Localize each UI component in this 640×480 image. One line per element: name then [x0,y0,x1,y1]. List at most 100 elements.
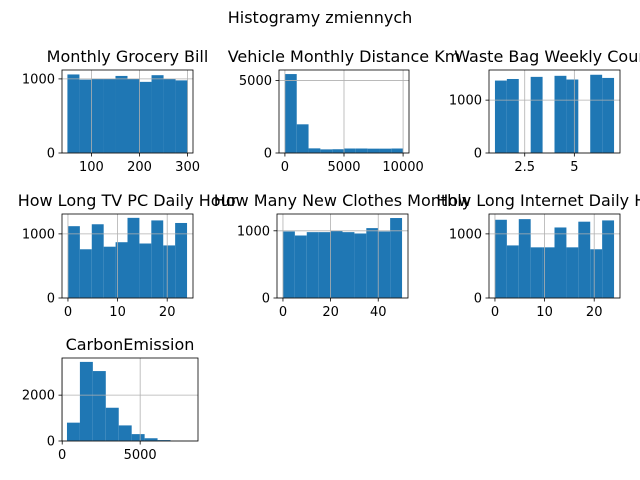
histogram-bar [518,219,531,298]
histogram-bar [139,81,152,153]
histogram-bar [578,221,591,298]
subplot-3: 2.5 5 0 1000 Waste Bag Weekly Count [449,47,640,175]
histogram-bar [344,148,356,153]
x-tick-label: 2.5 [514,160,535,175]
histogram-bar [554,75,567,153]
x-tick-label: 10 [109,305,126,320]
histogram-bar [366,228,379,298]
y-tick-label: 0 [264,147,272,162]
histogram-bar [66,422,80,441]
y-tick-label: 0 [474,292,482,307]
histogram-bar [355,148,368,153]
histogram-bar [554,227,567,298]
x-tick-label: 10 [536,305,553,320]
histogram-bar [318,232,331,298]
histogram-bar [105,407,119,441]
histogram-bar [542,247,555,298]
histogram-bar [506,245,519,298]
histogram-bar [367,148,380,153]
histogram-bar [91,78,104,153]
x-tick-label: 0 [279,305,287,320]
y-tick-label: 1000 [237,224,270,239]
x-tick-label: 0 [491,305,499,320]
y-tick-label: 1000 [449,227,482,242]
histogram-bar [342,232,355,298]
histogram-bar [163,78,176,153]
histogram-bar [163,245,176,298]
histogram-bar [332,149,344,153]
histogram-bar [92,371,106,441]
x-tick-label: 300 [175,160,200,175]
histogram-bar [602,220,615,298]
histogram-bar [378,231,391,298]
histogram-bar [175,80,188,154]
histogram-bar [506,78,519,153]
histogram-bar [103,246,116,298]
subplot-title: Waste Bag Weekly Count [454,47,640,66]
x-tick-label: 5000 [124,448,157,463]
histogram-bar [391,148,404,153]
axes-frame [61,357,199,442]
histogram-bar [566,79,579,153]
histogram-bar [530,247,543,298]
histogram-bar [151,220,164,298]
histogram-bar [354,233,367,298]
histogram-bar [79,79,92,153]
histogram-bar [294,235,307,298]
x-tick-label: 0 [64,305,72,320]
x-tick-label: 5 [570,160,578,175]
y-tick-label: 1000 [22,72,55,87]
histogram-bar [67,226,80,298]
x-tick-label: 40 [370,305,387,320]
histogram-bar [157,440,171,441]
subplot-title: Vehicle Monthly Distance Km [228,47,461,66]
histogram-bar [127,217,140,298]
x-tick-label: 100 [79,160,104,175]
histogram-bar [115,242,128,298]
x-tick-label: 20 [322,305,339,320]
histogram-bar [590,74,603,153]
histogram-bar [284,74,297,153]
x-tick-label: 0 [58,448,66,463]
histogram-bar [282,231,295,298]
subplot-4: 0 10 20 0 1000 How Long TV PC Daily Hour [18,191,238,320]
y-tick-label: 0 [47,147,55,162]
x-tick-label: 20 [159,305,176,320]
axes-frame [61,213,194,299]
subplot-5: 0 20 40 0 1000 How Many New Clothes Monthly [214,191,471,320]
subplot-6: 0 10 20 0 1000 How Long Internet Daily Hour [436,191,640,320]
subplot-2: 0 5000 10000 0 5000 Vehicle Monthly Distance … [228,47,461,175]
axes-frame [61,69,194,154]
histogram-bar [494,219,507,298]
histogram-bar [144,438,158,441]
histogram-bar [320,149,333,153]
x-tick-label: 5000 [327,160,360,175]
histogram-bar [127,78,140,153]
y-tick-label: 1000 [22,227,55,242]
histogram-bar [175,222,188,298]
histogram-bar [67,74,80,153]
subplot-title: How Long Internet Daily Hour [436,191,640,210]
x-tick-label: 20 [586,305,603,320]
histogram-bar [602,77,615,153]
histogram-bar [566,247,579,298]
histogram-bar [330,230,343,298]
histogram-bar [306,232,319,298]
histogram-bar [590,249,603,298]
y-tick-label: 0 [474,147,482,162]
histogram-bar [79,361,93,441]
histogram-bar [379,148,392,153]
histogram-bar [151,75,164,153]
histogram-bar [131,434,145,441]
subplot-7: 0 5000 0 2000 CarbonEmission [22,335,199,463]
x-tick-label: 200 [127,160,152,175]
histogram-bar [308,148,321,153]
histogram-bar [530,76,543,153]
subplot-title: How Many New Clothes Monthly [214,191,471,210]
x-tick-label: 0 [281,160,289,175]
subplot-title: CarbonEmission [66,335,195,354]
histogram-bar [296,124,309,153]
histogram-bar [91,224,104,298]
axes-frame [488,213,621,299]
